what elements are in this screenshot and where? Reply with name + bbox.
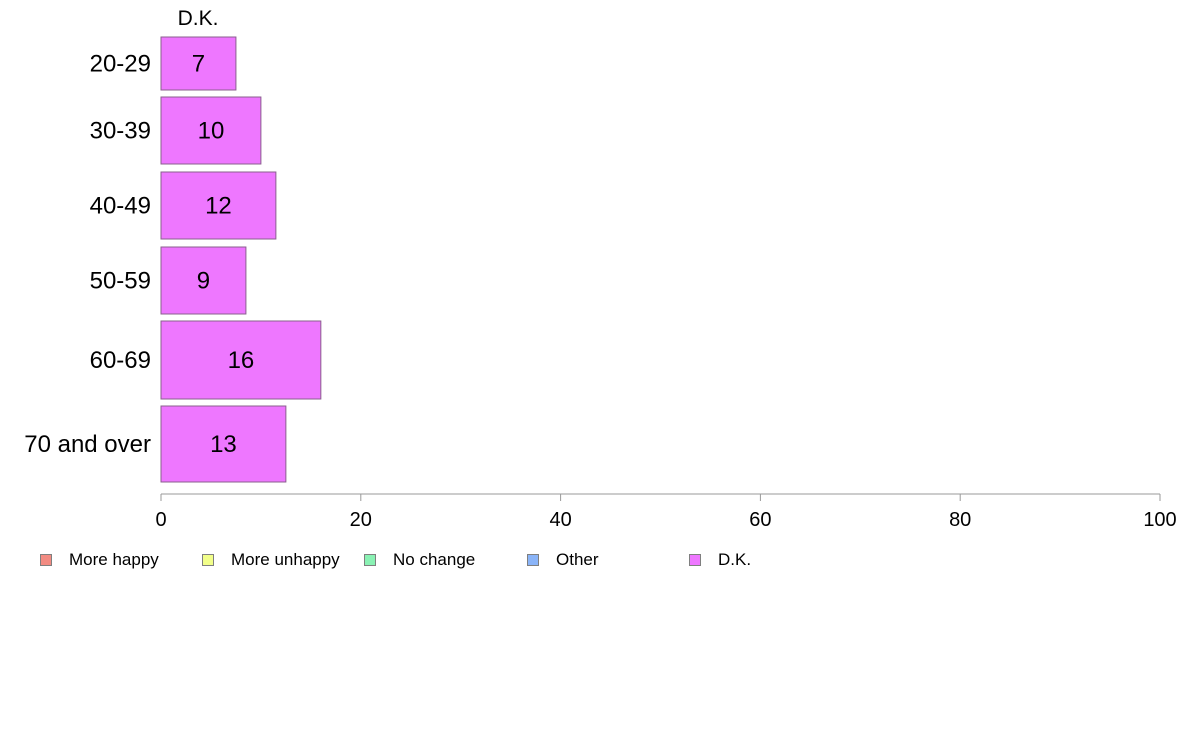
bar-value-label: 13 <box>210 431 237 458</box>
legend-swatch <box>40 554 52 566</box>
bar-dk <box>160 171 277 240</box>
x-tick-label: 60 <box>749 509 771 531</box>
x-tick-label: 80 <box>949 509 971 531</box>
category-label: 70 and over <box>24 431 151 458</box>
x-tick-label: 100 <box>1143 509 1176 531</box>
legend-item: More happy <box>40 548 159 572</box>
x-tick-label: 40 <box>549 509 571 531</box>
category-label: 50-59 <box>90 268 151 295</box>
legend-label: D.K. <box>718 550 752 569</box>
category-label: 60-69 <box>90 347 151 374</box>
category-label: 40-49 <box>90 193 151 220</box>
bar-value-label: 16 <box>228 347 255 374</box>
category-label: 30-39 <box>90 118 151 145</box>
legend-label: Other <box>556 550 599 569</box>
legend-label: No change <box>393 550 476 569</box>
bar-dk <box>160 96 262 165</box>
legend: More happy More unhappy No change Other D.K. <box>0 548 1188 572</box>
bar-dk <box>160 246 247 315</box>
legend-swatch <box>527 554 539 566</box>
column-header: D.K. <box>178 7 219 30</box>
legend-label: More happy <box>69 550 159 569</box>
legend-item: Other <box>527 548 599 572</box>
legend-item: D.K. <box>689 548 751 572</box>
x-tick-label: 20 <box>350 509 372 531</box>
bar-value-label: 12 <box>205 193 232 220</box>
bar-dk <box>160 405 287 483</box>
bar-chart: D.K. 20-29 7 30-39 10 40-49 12 50-59 9 60-69 16 70 … <box>24 7 1176 531</box>
legend-swatch <box>689 554 701 566</box>
legend-item: No change <box>364 548 475 572</box>
legend-swatch <box>364 554 376 566</box>
bar-dk <box>160 36 237 91</box>
legend-swatch <box>202 554 214 566</box>
legend-item: More unhappy <box>202 548 340 572</box>
bar-value-label: 10 <box>198 118 225 145</box>
legend-label: More unhappy <box>231 550 340 569</box>
x-tick-label: 0 <box>155 509 166 531</box>
category-label: 20-29 <box>90 51 151 78</box>
bar-value-label: 9 <box>197 268 210 295</box>
bar-value-label: 7 <box>192 51 205 78</box>
bar-dk <box>160 320 322 400</box>
